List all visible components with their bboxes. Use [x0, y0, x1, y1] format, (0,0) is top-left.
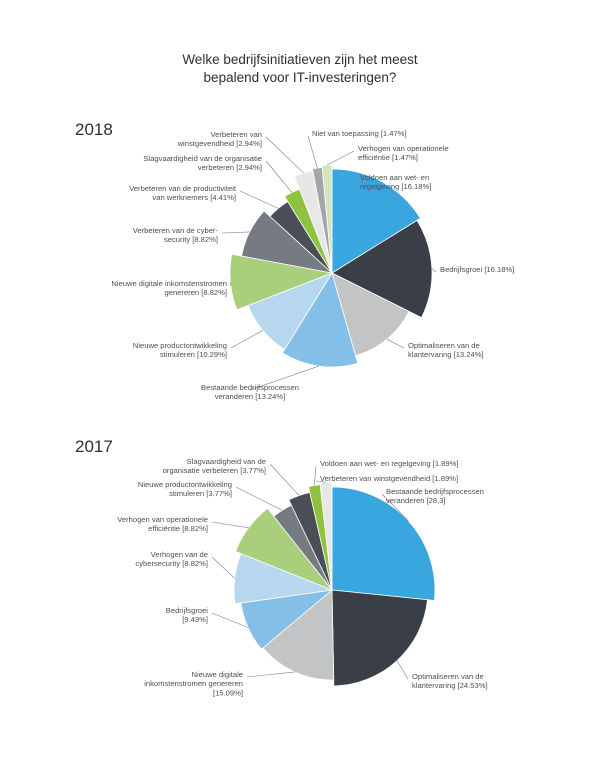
- pie-2017-leader-4: [211, 556, 235, 579]
- pie-2017-label-7: Slagvaardigheid van de organisatie verbet…: [163, 457, 266, 475]
- pie-2017-label-5-line-0: Verhogen van operationele: [117, 515, 208, 524]
- pie-2018-leader-6: [221, 231, 250, 234]
- pie-2018-label-11: Verhogen van operationele efficiëntie [1.…: [358, 144, 449, 162]
- pie-2018-leader-2: [386, 338, 405, 349]
- pie-2017-label-5: Verhogen van operationele efficiëntie [8.…: [117, 515, 208, 533]
- pie-2018-leader-8: [265, 160, 293, 193]
- pie-2017-label-0-line-1: veranderen [28,3]: [386, 496, 446, 505]
- pie-2018-label-8-line-1: verbeteren [2.94%]: [198, 163, 262, 172]
- pie-2018-label-6-line-1: security [8.82%]: [164, 235, 218, 244]
- pie-2018-leader-10: [307, 135, 318, 169]
- pie-2017-slice-1: [331, 589, 428, 687]
- pie-2018-label-4: Nieuwe productontwikkeling stimuleren [10…: [133, 341, 227, 359]
- pie-2017-label-5-line-1: efficiëntie [8.82%]: [148, 524, 208, 533]
- pie-2017-label-0: Bestaande bedrijfsprocessen veranderen [2…: [386, 487, 484, 505]
- pie-2018-label-10: Niet van toepassing [1.47%]: [312, 129, 407, 138]
- pie-2017-label-0-line-0: Bestaande bedrijfsprocessen: [386, 487, 484, 496]
- chart-2018-title: 2018: [75, 120, 113, 139]
- pie-2018-label-3: Bestaande bedrijfsprocessen veranderen [1…: [201, 383, 299, 401]
- chart-title-line-1: Welke bedrijfsinitiatieven zijn het mees…: [182, 52, 418, 67]
- pie-2018-label-7: Verbeteren van de productiviteit van werk…: [129, 184, 237, 202]
- pie-2017-label-2-line-1: inkomstenstromen genereren: [144, 679, 243, 688]
- pie-2017-label-3: Bedrijfsgroei [9.43%]: [166, 606, 209, 624]
- pie-2018-label-4-line-0: Nieuwe productontwikkeling: [133, 341, 227, 350]
- pie-2018-label-11-line-0: Verhogen van operationele: [358, 144, 449, 153]
- pie-2018-label-8-line-0: Slagvaardigheid van de organisatie: [143, 154, 262, 163]
- pie-2017-label-9: Verbeteren van winstgevendheid [1.89%]: [320, 474, 458, 483]
- pie-2018-label-1: Bedrijfsgroei [16.18%]: [440, 265, 514, 274]
- pie-2018-label-3-line-0: Bestaande bedrijfsprocessen: [201, 383, 299, 392]
- pie-2018-label-10-line-0: Niet van toepassing [1.47%]: [312, 129, 407, 138]
- pie-2018-leader-4: [230, 330, 263, 349]
- pie-2018-leader-3: [249, 365, 320, 391]
- chart-2017-title: 2017: [75, 437, 113, 456]
- pie-2018-label-0-line-0: Voldoen aan wet- en: [360, 173, 429, 182]
- pie-2018-label-5-line-1: genereren [8.82%]: [165, 288, 227, 297]
- chart-title-line-2: bepalend voor IT-investeringen?: [203, 70, 397, 85]
- pie-2017-label-3-line-1: [9.43%]: [182, 615, 208, 624]
- pie-2018-slice-2: [331, 272, 410, 357]
- pie-2017-label-1: Optimaliseren van de klantervaring [24.53…: [412, 672, 488, 690]
- pie-2018-label-0: Voldoen aan wet- en regelgeving [16.18%]: [360, 173, 431, 191]
- pie-2018-leader-7: [239, 190, 279, 209]
- pie-2018-label-1-line-0: Bedrijfsgroei [16.18%]: [440, 265, 514, 274]
- pie-2017-leader-7: [269, 463, 300, 496]
- pie-2018-label-2-line-1: klantervaring [13.24%]: [408, 350, 484, 359]
- pie-2017-leader-5: [211, 521, 249, 529]
- pie-2017-label-6-line-1: stimuleren [3.77%]: [169, 489, 232, 498]
- pie-2017-label-7-line-0: Slagvaardigheid van de: [187, 457, 266, 466]
- pie-2018-label-6-line-0: Verbeteren van de cyber-: [133, 226, 219, 235]
- pie-2018-label-9: Verbeteren van winstgevendheid [2.94%]: [177, 130, 262, 148]
- pie-2017-label-4-line-0: Verhogen van de: [151, 550, 208, 559]
- pie-2018-label-3-line-1: veranderen [13.24%]: [215, 392, 286, 401]
- pie-2017-leader-8: [314, 465, 317, 486]
- pie-2018-leader-1: [431, 268, 437, 273]
- pie-2018-label-11-line-1: efficiëntie [1.47%]: [358, 153, 418, 162]
- pie-2017-slice-5: [234, 507, 334, 591]
- pie-2017-label-8-line-0: Voldoen aan wet- en regelgeving [1.89%]: [320, 459, 458, 468]
- pie-2017-slice-2: [262, 589, 335, 681]
- pie-2018-label-9-line-1: winstgevendheid [2.94%]: [177, 139, 262, 148]
- pie-2017-label-6-line-0: Nieuwe productontwikkeling: [138, 480, 232, 489]
- pie-2018-label-7-line-1: van werknemers [4.41%]: [152, 193, 236, 202]
- pie-2017-leader-2: [246, 671, 295, 678]
- pie-2017-leader-1: [396, 660, 409, 680]
- pie-2017-label-1-line-1: klantervaring [24.53%]: [412, 681, 488, 690]
- pie-2018-leader-0: [355, 179, 383, 183]
- pie-2017-leader-9: [315, 480, 327, 483]
- pie-2018-label-5: Nieuwe digitale inkomstenstromen generere…: [111, 279, 227, 297]
- pie-2018-label-4-line-1: stimuleren [10.29%]: [160, 350, 227, 359]
- pie-2018-label-6: Verbeteren van de cyber-security [8.82%]: [133, 226, 219, 244]
- pie-2018-label-7-line-0: Verbeteren van de productiviteit: [129, 184, 237, 193]
- pie-2018-slice-1: [331, 219, 433, 319]
- pie-2017-label-3-line-0: Bedrijfsgroei: [166, 606, 209, 615]
- pie-2018-label-0-line-1: regelgeving [16.18%]: [360, 182, 431, 191]
- pie-2017-label-9-line-0: Verbeteren van winstgevendheid [1.89%]: [320, 474, 458, 483]
- pie-2018-leader-11: [326, 150, 355, 166]
- pie-2017-label-2: Nieuwe digitale inkomstenstromen generere…: [144, 670, 243, 697]
- pie-2018-label-5-line-0: Nieuwe digitale inkomstenstromen: [111, 279, 227, 288]
- pie-2017-label-4-line-1: cybersecurity [8.82%]: [135, 559, 208, 568]
- pie-2017-label-2-line-0: Nieuwe digitale: [192, 670, 244, 679]
- pie-2017-label-8: Voldoen aan wet- en regelgeving [1.89%]: [320, 459, 458, 468]
- pie-2018-slice-6: [241, 210, 334, 274]
- pie-2017-label-2-line-2: [15.09%]: [213, 688, 243, 697]
- pie-2017-label-4: Verhogen van de cybersecurity [8.82%]: [135, 550, 208, 568]
- pie-2018-label-2-line-0: Optimaliseren van de: [408, 341, 480, 350]
- pie-2017-label-1-line-0: Optimaliseren van de: [412, 672, 484, 681]
- pie-2017-leader-0: [381, 493, 409, 522]
- pie-2017-leader-3: [211, 612, 249, 628]
- pie-2018-leader-9: [265, 136, 304, 174]
- pie-2017-label-6: Nieuwe productontwikkeling stimuleren [3.…: [138, 480, 232, 498]
- pie-2017-leader-6: [235, 486, 283, 511]
- pie-2018-label-8: Slagvaardigheid van de organisatie verbet…: [143, 154, 262, 172]
- pie-2018-label-2: Optimaliseren van de klantervaring [13.24…: [408, 341, 484, 359]
- pie-2018-label-9-line-0: Verbeteren van: [210, 130, 262, 139]
- pie-2018-leader-5: [230, 282, 232, 287]
- pie-2017-label-7-line-1: organisatie verbeteren [3.77%]: [163, 466, 266, 475]
